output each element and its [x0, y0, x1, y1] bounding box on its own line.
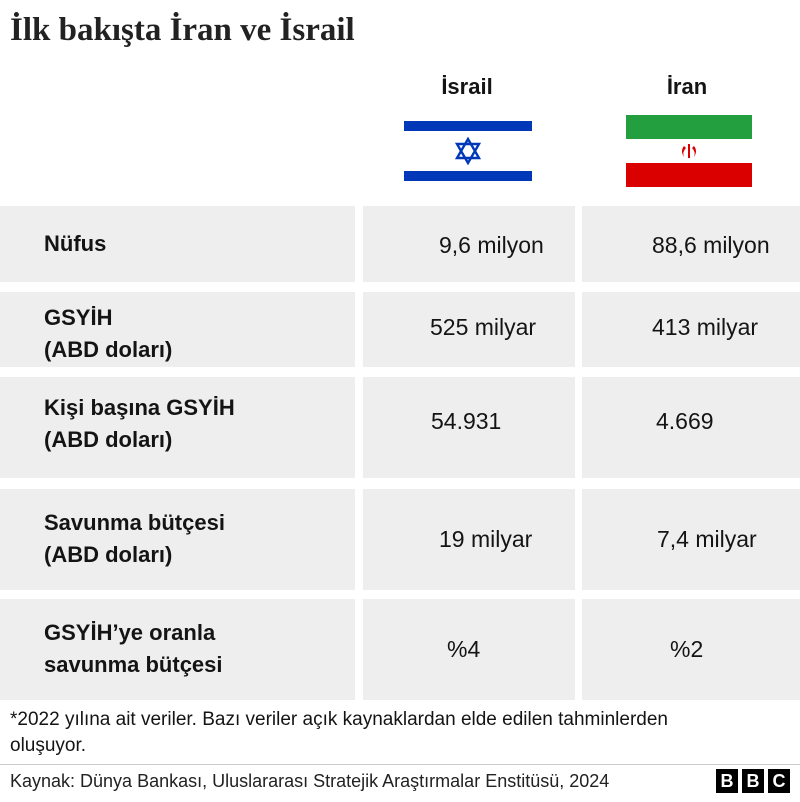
row-label: GSYİH (ABD doları) [44, 305, 173, 362]
value-iran: 413 milyar [652, 314, 759, 340]
divider [0, 764, 800, 765]
table-cell-iran [582, 489, 800, 590]
table-cell-israel [363, 489, 575, 590]
bbc-logo-letter: B [716, 769, 738, 793]
table-cell-israel [363, 377, 575, 478]
table-row-label-cell [0, 206, 355, 282]
iran-flag-icon [626, 115, 752, 187]
table-cell-israel [363, 599, 575, 700]
row-label: Kişi başına GSYİH (ABD doları) [44, 395, 235, 452]
table-row-label-cell [0, 599, 355, 700]
footnote: *2022 yılına ait veriler. Bazı veriler a… [10, 709, 668, 756]
bbc-logo: B B C [716, 769, 790, 793]
table-row-label-cell [0, 489, 355, 590]
column-header-iran: İran [666, 74, 708, 99]
table-cell-iran [582, 377, 800, 478]
table-cell-iran [582, 599, 800, 700]
value-iran: 7,4 milyar [657, 526, 757, 552]
table-row-label-cell [0, 377, 355, 478]
row-label: GSYİH’ye oranla savunma bütçesi [44, 620, 223, 677]
israel-flag-icon [404, 115, 532, 187]
value-israel: 54.931 [431, 408, 502, 434]
page-title: İlk bakışta İran ve İsrail [10, 12, 355, 48]
value-iran: %2 [670, 636, 704, 662]
value-israel: 19 milyar [439, 526, 533, 552]
row-label: Nüfus [44, 231, 107, 256]
value-israel: 525 milyar [430, 314, 537, 340]
table-cell-iran [582, 292, 800, 367]
value-israel: 9,6 milyon [439, 232, 544, 258]
table-cell-israel [363, 206, 575, 282]
column-header-israel: İsrail [441, 74, 493, 99]
value-israel: %4 [447, 636, 481, 662]
value-iran: 88,6 milyon [652, 232, 770, 258]
bbc-logo-letter: B [742, 769, 764, 793]
table-cell-israel [363, 292, 575, 367]
table-row-label-cell [0, 292, 355, 367]
table-cell-iran [582, 206, 800, 282]
bbc-logo-letter: C [768, 769, 790, 793]
value-iran: 4.669 [656, 408, 714, 434]
source-text: Kaynak: Dünya Bankası, Uluslararası Stra… [10, 771, 610, 791]
row-label: Savunma bütçesi (ABD doları) [44, 510, 225, 567]
